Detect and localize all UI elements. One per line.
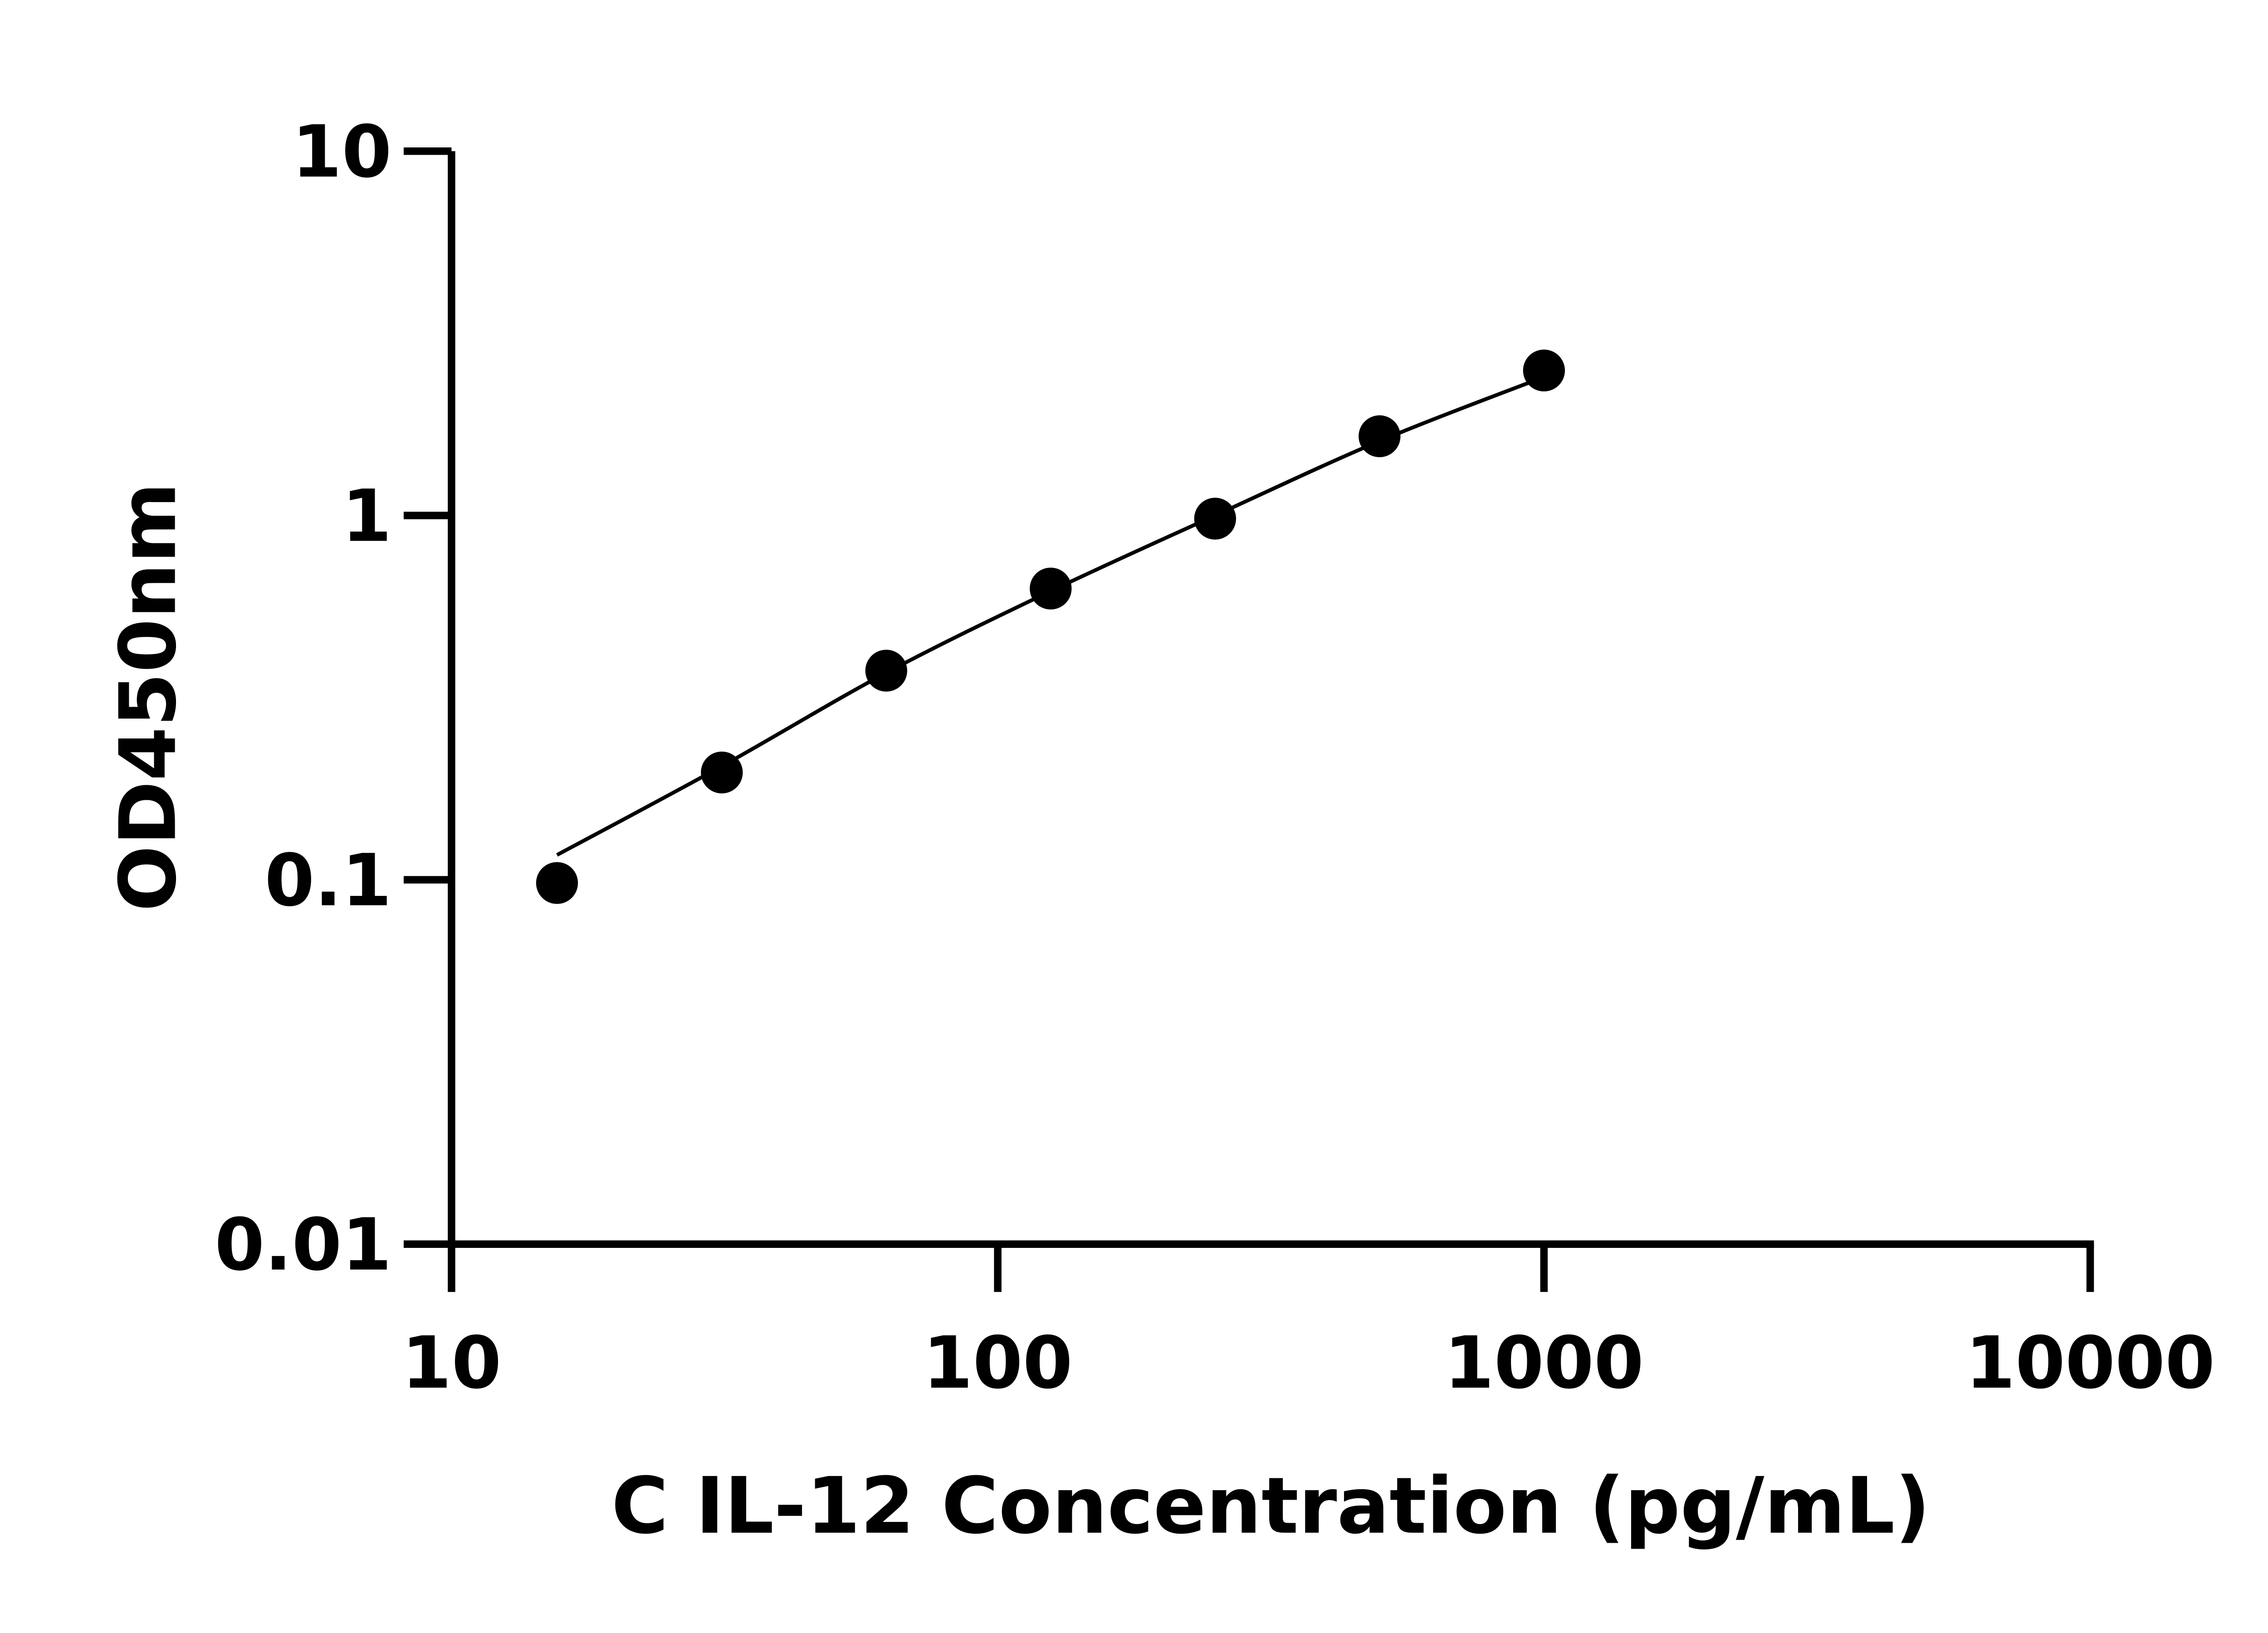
- data-point: [1523, 349, 1565, 391]
- data-point: [701, 751, 743, 794]
- data-point: [1194, 498, 1236, 540]
- y-tick-label: 0.01: [215, 1203, 391, 1287]
- y-axis-label: OD450nm: [103, 482, 194, 911]
- y-tick-label: 10: [292, 110, 391, 194]
- data-point: [865, 650, 907, 692]
- y-tick-label: 0.1: [264, 839, 391, 923]
- axes: 0.01 0.1 1 10 10 100 1000 10000: [215, 110, 2215, 1405]
- x-tick-label: 10000: [1965, 1321, 2215, 1405]
- x-tick-label: 1000: [1444, 1321, 1644, 1405]
- data-points: [536, 349, 1565, 904]
- data-point: [1359, 415, 1401, 457]
- x-axis-label: C IL-12 Concentration (pg/mL): [611, 1461, 1931, 1551]
- data-point: [1030, 567, 1072, 610]
- y-tick-label: 1: [342, 474, 392, 558]
- x-tick-label: 100: [923, 1321, 1073, 1405]
- x-tick-label: 10: [401, 1321, 501, 1405]
- data-point: [536, 862, 578, 904]
